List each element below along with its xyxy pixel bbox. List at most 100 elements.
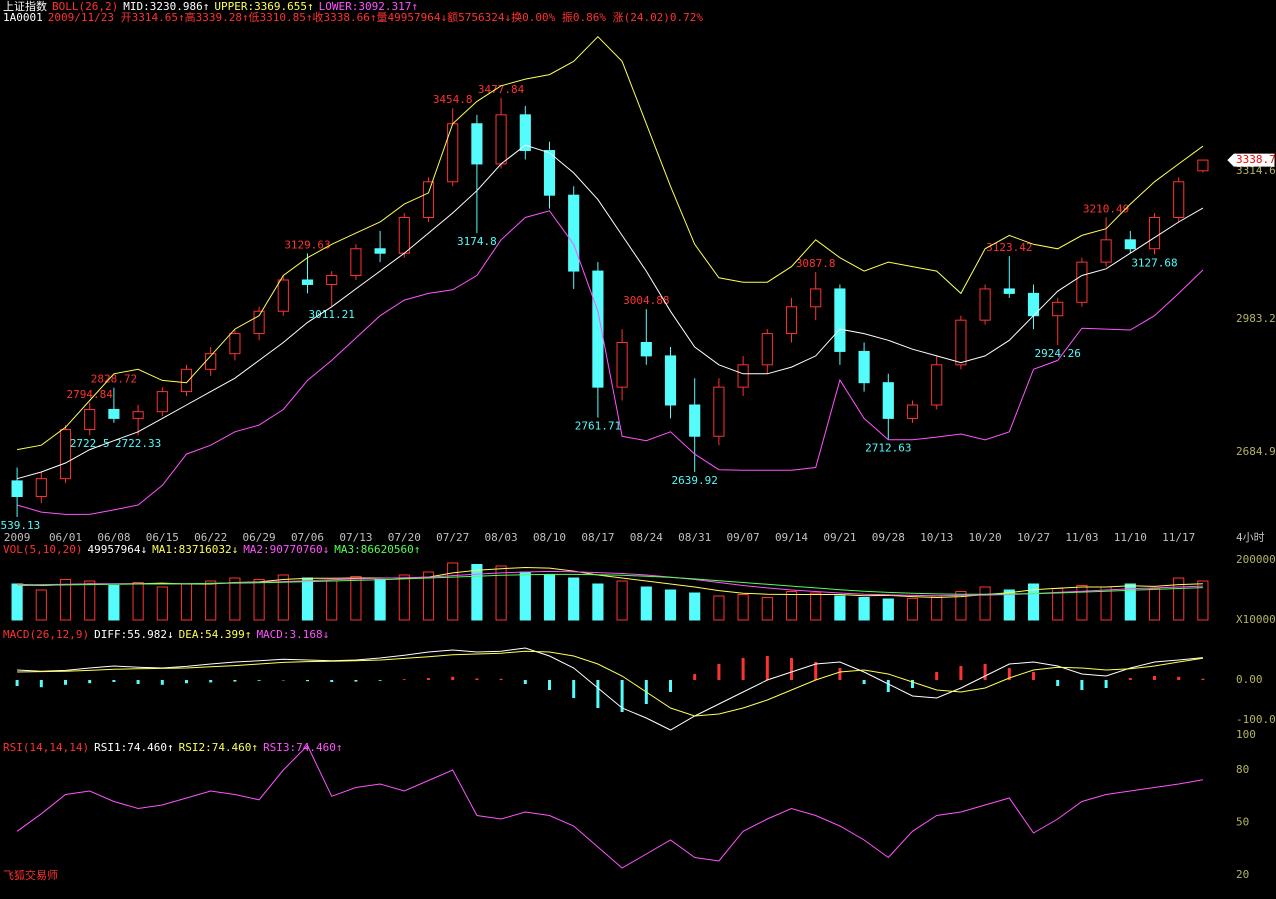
candle-body — [882, 382, 894, 419]
volume-bar — [1197, 580, 1209, 621]
low-label: 3011.21 — [309, 308, 355, 321]
header-item: RSI(14,14,14) — [3, 741, 89, 754]
volume-bar — [132, 582, 144, 621]
candle-body — [229, 333, 241, 355]
volume-bar — [374, 579, 386, 621]
y-tick-label: -100.0 — [1236, 713, 1276, 726]
macd-bar — [596, 680, 600, 708]
candle-body — [1148, 217, 1161, 250]
header-item: UPPER:3369.655↑ — [214, 0, 313, 13]
volume-bar — [664, 589, 677, 621]
macd-bar — [15, 680, 19, 686]
x-tick-label: 08/03 — [485, 531, 518, 544]
low-label: 2924.26 — [1035, 347, 1081, 360]
macd-bar — [572, 680, 576, 698]
header-item: LOWER:3092.317↑ — [319, 0, 418, 13]
y-tick-label: 80 — [1236, 763, 1249, 776]
y-tick-label: 0.00 — [1236, 673, 1263, 686]
x-tick-label: 08/24 — [630, 531, 663, 544]
candle-body — [156, 391, 168, 413]
header-item: MA3:86620560↑ — [334, 543, 420, 556]
volume-bar — [568, 577, 580, 621]
candle-body — [689, 404, 701, 437]
header-item: DIFF:55.982↓ — [94, 628, 173, 641]
macd-bar — [1007, 668, 1011, 680]
x-tick-label: 09/28 — [872, 531, 905, 544]
candle-body — [277, 279, 289, 312]
macd-bar — [1104, 680, 1108, 688]
high-label: 3210.49 — [1083, 202, 1129, 215]
y-tick-label: 20 — [1236, 868, 1249, 881]
series-line — [17, 35, 1204, 451]
info-row: 1A0001 2009/11/23 开3314.65↑高3339.28↑低3310… — [3, 10, 703, 24]
candle-body — [737, 364, 749, 388]
x-tick-label: 07/13 — [339, 531, 372, 544]
candle-body — [1100, 239, 1112, 263]
x-tick-label: 09/14 — [775, 531, 808, 544]
candle-body — [713, 386, 725, 437]
candle-body — [955, 319, 967, 366]
candle-body — [1173, 181, 1185, 219]
candle-body — [931, 364, 943, 406]
header-row: 上证指数 BOLL(26,2) MID:3230.986↑ UPPER:3369.65… — [3, 0, 418, 13]
macd-bar — [257, 680, 261, 681]
high-label: 2794.84 — [67, 388, 114, 401]
macd-bar — [209, 680, 213, 683]
series-line — [16, 744, 1203, 869]
candle-body — [979, 288, 991, 321]
candle-body — [810, 288, 822, 308]
volume-bar — [301, 577, 314, 621]
macd-bar — [838, 668, 842, 680]
header-item: 49957964↓ — [87, 543, 147, 556]
candle-body — [108, 408, 120, 419]
volume-bar — [592, 583, 604, 621]
macd-bar — [160, 680, 164, 685]
macd-bar — [1201, 678, 1205, 680]
footer: 飞狐交易师 — [3, 868, 58, 882]
volume-bar — [277, 574, 289, 621]
volume-bar — [519, 571, 531, 621]
macd-bar — [330, 680, 334, 682]
header-item: RSI3:74.460↑ — [263, 741, 342, 754]
volume-bar — [59, 579, 72, 621]
header-item: VOL(5,10,20) — [3, 543, 82, 556]
header-item: RSI2:74.460↑ — [179, 741, 258, 754]
volume-bar — [253, 579, 265, 621]
volume-bar — [616, 580, 628, 621]
x-tick-label: 06/29 — [243, 531, 276, 544]
x-tick-label: 10/20 — [969, 531, 1002, 544]
volume-bar — [979, 586, 991, 621]
candle-body — [180, 368, 193, 393]
candle-body — [543, 150, 556, 196]
candle-body — [11, 480, 23, 498]
header-item: DEA:54.399↑ — [179, 628, 252, 641]
macd-bar — [306, 680, 309, 682]
y-tick-label: 200000 — [1236, 553, 1276, 566]
macd-bar — [233, 680, 237, 682]
volume-bar — [495, 565, 507, 621]
candle-body — [422, 181, 435, 219]
volume-bar — [180, 583, 193, 621]
macd-bar — [64, 680, 67, 685]
candle-body — [592, 270, 604, 388]
volume-bar — [84, 580, 96, 621]
x-tick-label: 06/08 — [97, 531, 130, 544]
candle-body — [1197, 159, 1209, 172]
macd-bar — [378, 680, 382, 681]
volume-bar — [350, 576, 362, 621]
volume-bar — [1100, 586, 1112, 621]
x-tick-label: 06/15 — [146, 531, 179, 544]
macd-bar — [669, 680, 672, 692]
candle-body — [640, 342, 652, 357]
volume-bar — [761, 597, 773, 621]
macd-bar — [185, 680, 188, 684]
x-tick-label: 08/31 — [678, 531, 711, 544]
volume-bar — [326, 580, 338, 621]
candle-body — [471, 123, 483, 165]
candle-body — [374, 248, 386, 254]
high-label: 3087.8 — [796, 257, 836, 270]
x-tick-label: 06/01 — [49, 531, 82, 544]
volume-bar — [229, 577, 241, 621]
candle-body — [834, 288, 846, 352]
